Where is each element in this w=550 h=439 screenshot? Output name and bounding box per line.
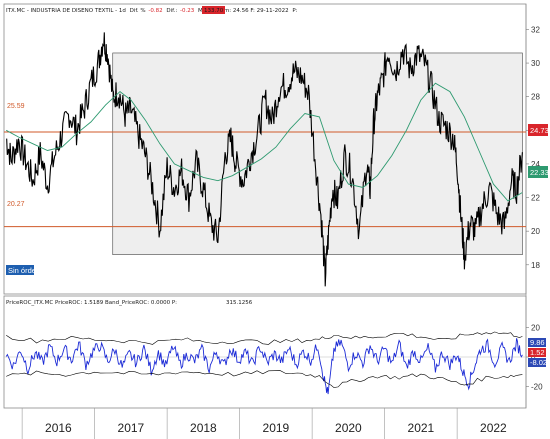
price-axis-tick-label: 30 bbox=[531, 59, 540, 68]
roc-line bbox=[5, 338, 523, 395]
year-label: 2020 bbox=[335, 421, 362, 435]
price-axis-tick-label: 18 bbox=[531, 261, 540, 270]
price-line bbox=[6, 32, 523, 287]
oscillator-upper-badge: 9.86 bbox=[528, 338, 546, 347]
price-axis-tick-label: 32 bbox=[531, 25, 540, 34]
svg-text:22.33: 22.33 bbox=[530, 168, 549, 177]
svg-text:Sin órdenes: Sin órdenes bbox=[8, 266, 48, 275]
diff-value: -0.23 bbox=[180, 8, 195, 14]
svg-text:ITX.MC - INDUSTRIA DE DISENO T: ITX.MC - INDUSTRIA DE DISENO TEXTIL - 1d… bbox=[6, 8, 298, 14]
moving-average-badge: 22.33 bbox=[528, 166, 549, 178]
upper-band-line bbox=[6, 331, 523, 345]
oscillator-axis-tick-label: 0 bbox=[531, 353, 536, 362]
oscillator-lower-badge: -8.02 bbox=[528, 358, 547, 367]
year-label: 2022 bbox=[480, 421, 507, 435]
year-label: 2019 bbox=[263, 421, 290, 435]
oscillator-title: PriceROC_ITX.MC PriceROC: 1.5189 Band_Pr… bbox=[6, 300, 177, 306]
oscillator-current-badge: 1.52 bbox=[528, 348, 546, 357]
range-box bbox=[112, 52, 523, 255]
oscillator-header-value: 315.1256 bbox=[226, 300, 253, 306]
change-value: -0.82 bbox=[148, 8, 162, 14]
svg-text:-8.02: -8.02 bbox=[530, 358, 547, 367]
time-axis: 2016 2017 2018 2019 2020 2021 2022 bbox=[21, 408, 507, 439]
year-label: 2021 bbox=[408, 421, 435, 435]
oscillator-axis-tick-label: 20 bbox=[531, 324, 540, 333]
price-label: P: bbox=[292, 8, 297, 14]
price-header: ITX.MC - INDUSTRIA DE DISENO TEXTIL - 1d… bbox=[6, 6, 298, 14]
svg-text:24.73: 24.73 bbox=[530, 126, 549, 135]
diff-label: Dif.: bbox=[166, 8, 177, 14]
no-orders-badge[interactable]: Sin órdenes bbox=[6, 265, 48, 275]
price-axis-tick-label: 24 bbox=[531, 160, 540, 169]
price-axis-tick-label: 22 bbox=[531, 194, 540, 203]
oscillator-axis-tick-label: -20 bbox=[531, 382, 543, 391]
svg-text:9.86: 9.86 bbox=[530, 338, 545, 347]
support-label: 20.27 bbox=[7, 201, 25, 208]
lower-band-line bbox=[6, 370, 523, 388]
price-value-badge bbox=[202, 6, 225, 14]
year-label: 2017 bbox=[118, 421, 145, 435]
moving-average-line bbox=[5, 82, 523, 202]
svg-text:1.52: 1.52 bbox=[530, 348, 545, 357]
price-value: 133.70 bbox=[204, 8, 224, 14]
price-axis-tick-label: 20 bbox=[531, 227, 540, 236]
oscillator-series bbox=[4, 331, 526, 395]
resistance-label: 25.59 bbox=[7, 103, 25, 110]
stats-text: M: 24.05 m: 24.56 F: 29-11-2022 bbox=[198, 8, 289, 14]
oscillator-header: PriceROC_ITX.MC PriceROC: 1.5189 Band_Pr… bbox=[6, 300, 253, 306]
year-label: 2018 bbox=[190, 421, 217, 435]
last-price-badge: 24.73 bbox=[528, 124, 549, 136]
price-title: ITX.MC - INDUSTRIA DE DISENO TEXTIL - 1d bbox=[6, 8, 126, 14]
price-axis-tick-label: 28 bbox=[531, 93, 540, 102]
price-series bbox=[5, 32, 523, 287]
price-axis-ticks: 1820222426283032 bbox=[526, 25, 540, 270]
change-label: Dif. % bbox=[130, 8, 146, 14]
year-label: 2016 bbox=[45, 421, 72, 435]
